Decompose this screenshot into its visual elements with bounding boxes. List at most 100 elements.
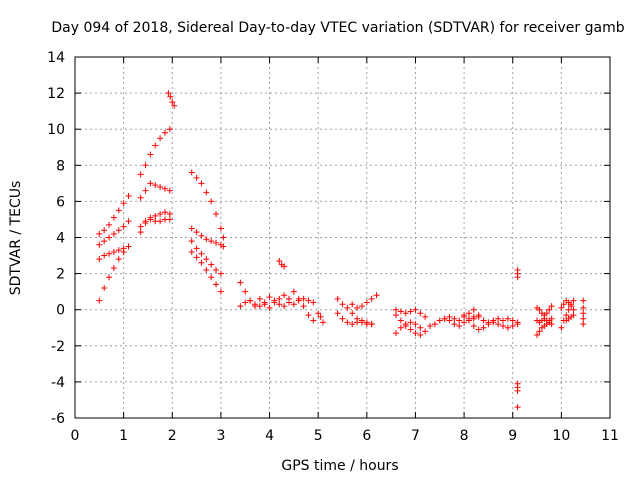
data-point [161,185,168,192]
data-point [110,265,117,272]
series-arc-aa [393,306,429,320]
data-point [558,324,565,331]
data-point [465,310,472,317]
data-point [509,317,516,324]
data-point [110,214,117,221]
data-point [271,299,278,306]
data-point [120,223,127,230]
series-arc-ag [514,380,521,394]
data-point [120,200,127,207]
data-point [251,301,258,308]
data-point [193,174,200,181]
data-point [198,250,205,257]
series-arc-ah [514,404,521,411]
y-tick-label: 12 [47,86,65,102]
data-point [96,297,103,304]
data-point [456,317,463,324]
data-point [147,216,154,223]
series-arc-ak [534,315,555,328]
data-point [286,299,292,306]
data-point [217,288,224,295]
data-point [354,304,361,311]
y-tick-label: -2 [51,339,65,355]
data-point [217,270,224,277]
y-axis-label: SDTVAR / TECUs [8,181,24,296]
data-point [558,304,565,311]
data-point [422,313,429,320]
data-point [417,331,424,338]
data-point [548,321,555,328]
data-point [407,308,414,315]
data-point [96,241,103,248]
data-point [137,223,144,230]
data-point [213,266,220,273]
data-point [188,169,195,176]
data-point [543,310,550,317]
y-tick-label: 4 [56,231,65,247]
data-point [397,308,404,315]
data-point [106,221,113,228]
y-tick-label: -4 [51,375,65,391]
data-point [339,315,346,322]
data-point [427,322,434,329]
data-point [548,303,555,310]
data-point [397,317,404,324]
data-point [242,299,249,306]
data-point [495,321,502,328]
data-point [193,245,200,252]
data-point [470,306,477,313]
data-point [125,218,132,225]
data-point [125,243,132,250]
data-point [536,328,543,335]
data-point [504,324,511,331]
data-point [110,248,117,255]
data-point [470,315,477,322]
data-point [147,180,154,187]
data-point [237,303,244,310]
data-point [500,322,506,329]
data-point [166,187,173,194]
grid-lines [75,57,610,418]
series-arc-i [165,90,178,109]
x-tick-label: 7 [411,428,420,444]
data-point [436,317,443,324]
data-point [101,285,108,292]
data-point [417,310,424,317]
y-tick-label: -6 [51,411,65,427]
data-point [536,306,543,313]
data-point [354,319,361,326]
data-point [393,330,399,337]
data-point [349,321,356,328]
data-point [407,319,414,326]
data-point [580,310,587,317]
data-point [106,274,113,281]
data-point [563,312,570,319]
data-points [96,90,587,411]
data-point [256,295,263,302]
data-point [115,207,122,214]
data-point [198,259,205,266]
data-point [203,236,210,243]
x-tick-label: 10 [552,428,570,444]
data-point [358,317,365,324]
series-arc-e [137,180,173,201]
data-point [198,180,205,187]
data-point [213,211,220,218]
data-point [203,189,210,196]
data-point [475,326,482,333]
data-point [147,151,154,158]
data-point [152,212,159,219]
data-point [470,322,477,329]
x-tick-label: 11 [601,428,619,444]
data-point [446,313,453,320]
data-point [495,315,502,322]
data-point [115,247,122,254]
y-tick-label: 2 [56,267,65,283]
data-point [344,319,351,326]
data-point [514,319,521,326]
data-point [110,230,117,237]
data-point [266,304,273,311]
series-arc-k [188,225,227,250]
data-point [167,93,174,100]
data-point [290,288,297,295]
